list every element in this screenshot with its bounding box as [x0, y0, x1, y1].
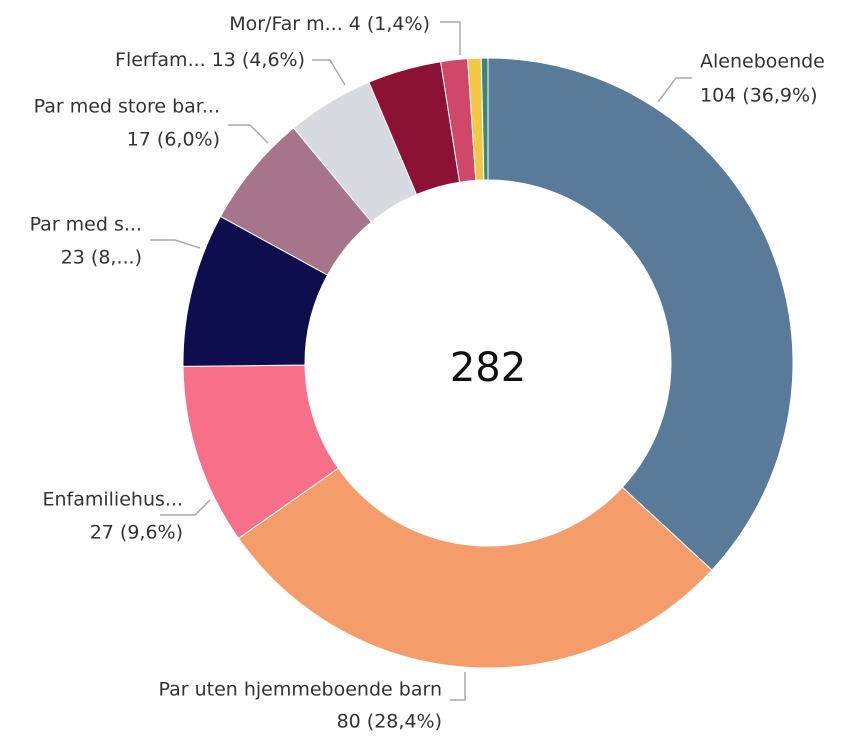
leader-line	[228, 124, 269, 144]
leader-line	[450, 672, 466, 701]
leader-line	[160, 499, 211, 516]
value-label: 17 (6,0%)	[127, 129, 220, 151]
value-label: 104 (36,9%)	[700, 85, 818, 107]
leader-line	[312, 59, 346, 86]
slice	[480, 57, 489, 181]
value-label: 80 (28,4%)	[337, 711, 442, 733]
leader-line	[440, 21, 461, 55]
value-label: 23 (8,...)	[61, 247, 142, 269]
value-label: 13 (4,6%)	[212, 49, 305, 71]
slice-label: Flerfam...	[115, 49, 206, 71]
slice-label-group: Flerfam... 13 (4,6%)	[115, 49, 305, 71]
slice-label: Par med s...	[30, 214, 142, 236]
slice	[237, 467, 713, 669]
slice-label: Enfamiliehus...	[42, 489, 183, 511]
value-label: 4 (1,4%)	[349, 13, 430, 35]
slice-label-group: Mor/Far m... 4 (1,4%)	[229, 13, 430, 35]
slice	[487, 57, 794, 571]
leader-line	[150, 239, 201, 249]
value-label: 27 (9,6%)	[90, 522, 183, 544]
slice-label: Aleneboende	[700, 51, 825, 73]
total: 282	[450, 345, 526, 391]
slice-label: Mor/Far m...	[229, 13, 343, 35]
slice-label: Par med store bar...	[34, 96, 220, 118]
slice-label: Par uten hjemmeboende barn	[158, 679, 442, 701]
leader-line	[657, 77, 692, 103]
